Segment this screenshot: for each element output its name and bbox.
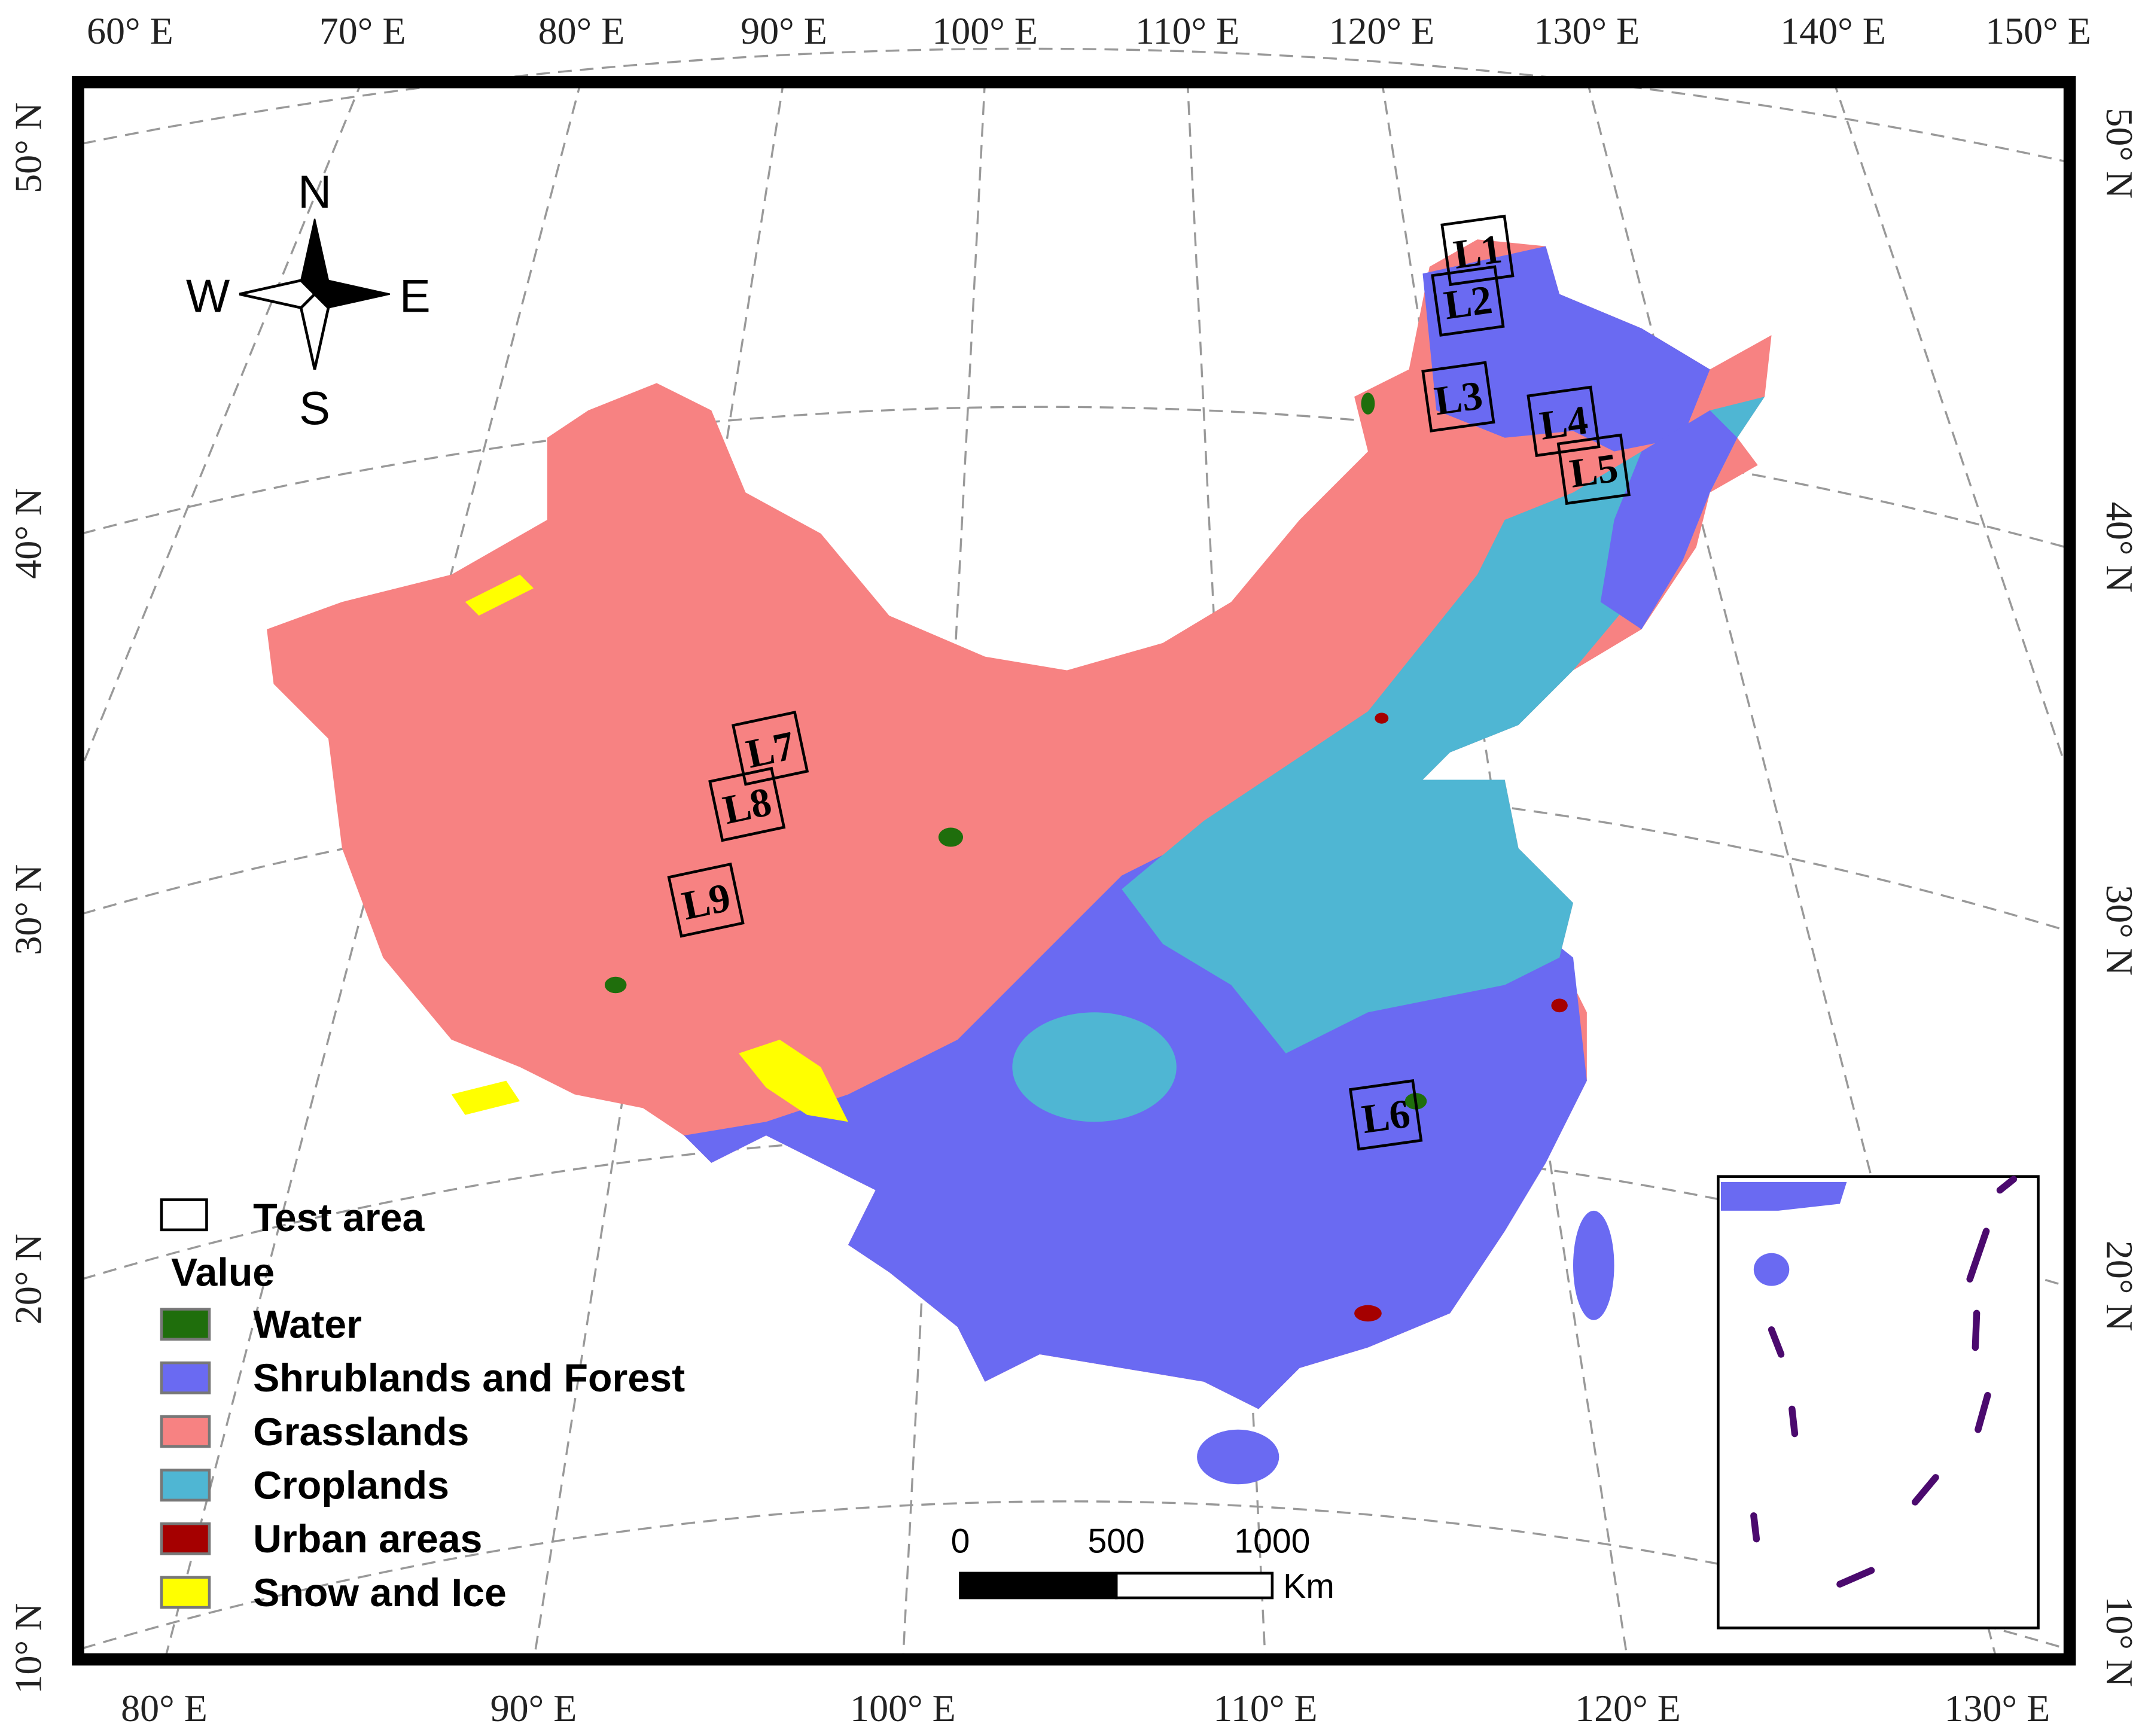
longitude-label: 80° E (538, 10, 625, 52)
longitude-label: 120° E (1575, 1687, 1681, 1729)
water-region (604, 976, 627, 994)
legend-label: Snow and Ice (253, 1571, 507, 1615)
longitude-label: 130° E (1945, 1687, 2050, 1729)
scale-label: 0 (951, 1522, 970, 1561)
longitude-label: 70° E (319, 10, 406, 52)
longitude-label: 90° E (741, 10, 827, 52)
urban-region (1375, 712, 1389, 724)
map-frame (72, 75, 2076, 1666)
test-area-box (1556, 433, 1631, 505)
compass-south: S (299, 383, 330, 434)
latitude-label: 10° N (7, 1603, 50, 1694)
test-area-label: L9 (678, 874, 735, 928)
forest-region (1197, 1429, 1279, 1485)
legend-swatch (160, 1576, 211, 1609)
scale-label: 500 (1087, 1522, 1144, 1561)
legend-entry: Test area (253, 1196, 425, 1240)
test-area-label: L3 (1431, 372, 1485, 424)
test-area-label: L2 (1441, 276, 1495, 328)
legend-label: Water (253, 1303, 362, 1347)
test-area-box (1527, 385, 1601, 458)
test-area: L4 (1527, 385, 1601, 458)
legend-label: Shrublands and Forest (253, 1356, 685, 1400)
scale-segment (959, 1571, 1118, 1600)
longitude-label: 120° E (1329, 10, 1434, 52)
inset (1717, 1175, 2040, 1630)
legend-swatch (160, 1522, 211, 1555)
croplands-region (1012, 1012, 1177, 1122)
test-area: L8 (708, 766, 786, 842)
longitude-label: 150° E (1985, 10, 2091, 52)
snow-region (465, 574, 534, 616)
scale-segment (1114, 1571, 1274, 1600)
test-area-box (1431, 265, 1505, 337)
test-area: L3 (1421, 361, 1495, 433)
longitude-label: 110° E (1135, 10, 1239, 52)
test-area-box (731, 711, 809, 786)
legend-label: Grasslands (253, 1410, 469, 1454)
latitude-label: 30° N (7, 864, 50, 955)
legend-swatch (160, 1469, 211, 1502)
test-area-box (708, 766, 786, 842)
legend-swatch (160, 1415, 211, 1448)
compass-west: W (186, 270, 230, 322)
inset-land (1753, 1253, 1790, 1286)
longitude-label: 100° E (850, 1687, 956, 1729)
scale-unit: Km (1283, 1567, 1334, 1606)
latitude-label: 50° N (2098, 108, 2141, 199)
legend-label: Urban areas (253, 1517, 482, 1561)
test-area: L6 (1349, 1079, 1423, 1151)
forest-region (1422, 246, 1710, 452)
test-area-label: L6 (1359, 1091, 1413, 1142)
forest-region (1600, 410, 1738, 629)
compass (239, 218, 391, 370)
longitude-label: 130° E (1534, 10, 1640, 52)
latitude-label: 20° N (7, 1234, 50, 1324)
longitude-label: 140° E (1780, 10, 1886, 52)
snow-region (451, 1080, 520, 1115)
urban-region (1551, 998, 1568, 1013)
latitude-label: 50° N (7, 102, 50, 193)
legend-title: Value (171, 1251, 275, 1295)
water-region (1361, 392, 1375, 415)
latitude-label: 30° N (2098, 885, 2141, 976)
test-area: L5 (1556, 433, 1631, 505)
test-area-label: L5 (1567, 444, 1621, 496)
latitude-label: 20° N (2098, 1241, 2141, 1332)
croplands-region (1122, 397, 1765, 1053)
test-area-swatch (160, 1198, 208, 1232)
inset-land (1720, 1181, 1847, 1211)
test-area-box (1440, 214, 1515, 287)
latitude-label: 40° N (7, 488, 50, 579)
legend-swatch (160, 1308, 211, 1341)
compass-north: N (298, 167, 331, 218)
latitude-label: 10° N (2098, 1596, 2141, 1687)
snow-region (739, 1039, 848, 1122)
legend-swatch (160, 1361, 211, 1394)
longitude-label: 60° E (87, 10, 173, 52)
longitude-label: 90° E (490, 1687, 577, 1729)
legend-label: Croplands (253, 1463, 449, 1507)
urban-region (1354, 1305, 1382, 1322)
land-cover (267, 239, 1772, 1485)
test-area-label: L8 (719, 778, 775, 833)
test-area: L9 (667, 862, 745, 938)
forest-region (1573, 1210, 1614, 1320)
compass-east: E (400, 270, 431, 322)
latitude-label: 40° N (2098, 502, 2141, 593)
longitude-label: 110° E (1213, 1687, 1317, 1729)
water-region (938, 827, 964, 847)
test-area-box (667, 862, 745, 938)
test-area-box (1349, 1079, 1423, 1151)
test-area: L2 (1431, 265, 1505, 337)
scale-label: 1000 (1234, 1522, 1310, 1561)
longitude-label: 100° E (932, 10, 1038, 52)
longitude-label: 80° E (121, 1687, 208, 1729)
test-area-box (1421, 361, 1495, 433)
